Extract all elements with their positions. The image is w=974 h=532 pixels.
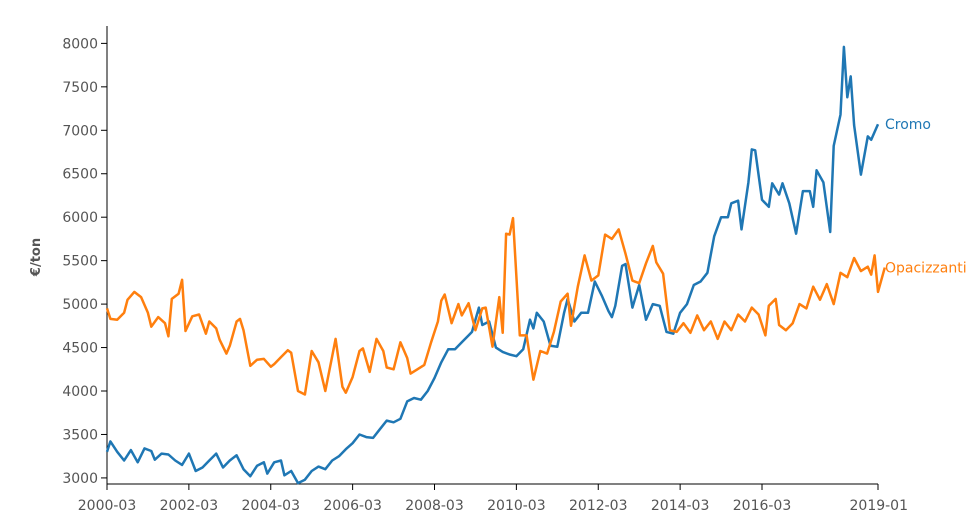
x-tick-label: 2000-03 — [78, 498, 137, 514]
x-tick-label: 2002-03 — [160, 498, 219, 514]
y-tick-label: 5000 — [62, 297, 98, 313]
x-tick-label: 2014-03 — [651, 498, 710, 514]
axes — [106, 26, 878, 485]
y-ticks: 3000 3500 4000 4500 5000 5500 6000 6500 7000 7500… — [62, 36, 107, 487]
x-ticks: 2000-03 2002-03 2004-03 2006-03 2008-03 2010-… — [78, 484, 908, 514]
y-tick-label: 4000 — [62, 384, 98, 400]
x-tick-label: 2010-03 — [487, 498, 546, 514]
x-tick-label: 2004-03 — [242, 498, 301, 514]
y-tick-label: 7000 — [62, 123, 98, 139]
y-tick-label: 6000 — [62, 210, 98, 226]
y-tick-label: 5500 — [62, 254, 98, 270]
series-label-opacizzanti: Opacizzanti — [885, 261, 967, 277]
y-axis-title: €/ton — [29, 238, 44, 277]
y-tick-label: 3500 — [62, 427, 98, 443]
x-tick-label: 2008-03 — [405, 498, 464, 514]
y-tick-label: 4500 — [62, 341, 98, 357]
series-line-opacizzanti — [105, 216, 887, 396]
series-line-cromo — [105, 45, 880, 485]
y-tick-label: 8000 — [62, 36, 98, 52]
series-group: Cromo Opacizzanti — [105, 45, 967, 485]
y-tick-label: 3000 — [62, 471, 98, 487]
x-tick-label: 2012-03 — [569, 498, 628, 514]
y-tick-label: 6500 — [62, 167, 98, 183]
x-tick-label: 2006-03 — [323, 498, 382, 514]
x-tick-label: 2016-03 — [733, 498, 792, 514]
x-tick-label: 2019-01 — [850, 498, 909, 514]
series-label-cromo: Cromo — [885, 117, 931, 133]
y-tick-label: 7500 — [62, 80, 98, 96]
